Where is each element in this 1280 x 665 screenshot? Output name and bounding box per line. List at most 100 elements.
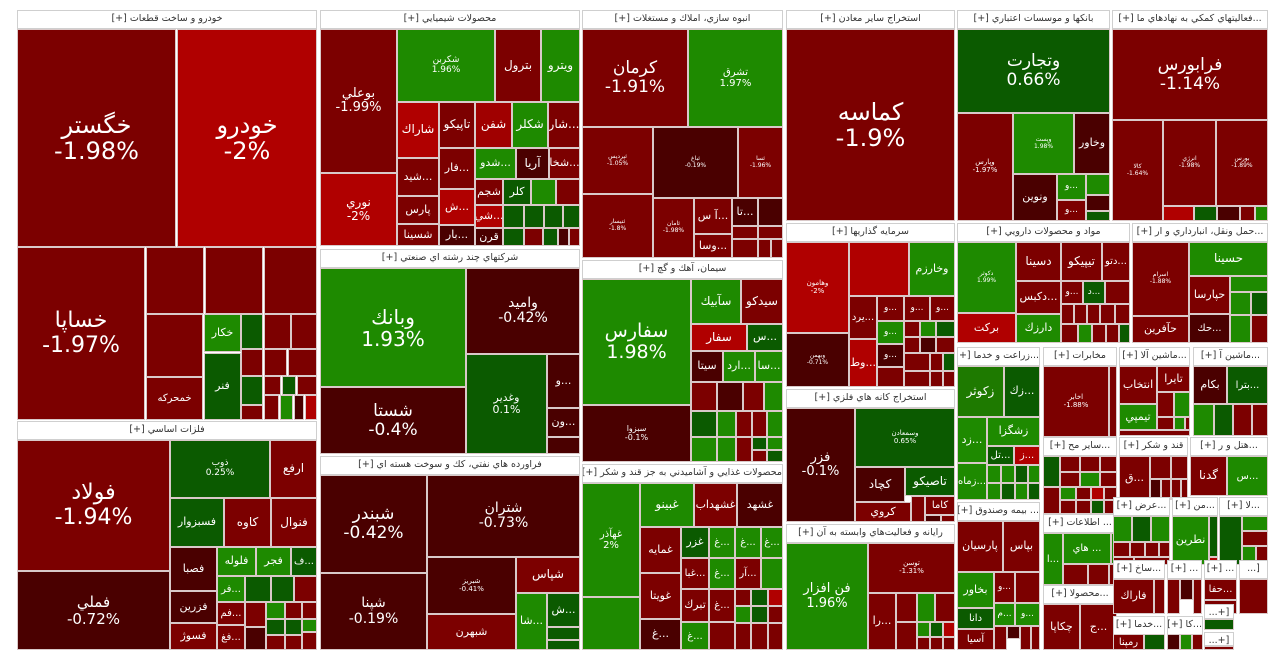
stock-tile[interactable]: خودرو -2%	[177, 29, 317, 247]
stock-tile[interactable]: غهآذر 2%	[582, 483, 640, 597]
stock-tile[interactable]: ...ش	[439, 189, 475, 225]
stock-tile[interactable]: ...ج	[1080, 604, 1117, 650]
stock-tile[interactable]	[531, 179, 556, 205]
stock-tile[interactable]	[758, 226, 783, 239]
stock-tile[interactable]	[917, 637, 930, 650]
stock-tile[interactable]	[1061, 324, 1078, 343]
stock-tile[interactable]: ...ون	[547, 408, 580, 437]
stock-tile[interactable]: ...و	[1057, 200, 1086, 221]
stock-tile[interactable]: شتران -0.73%	[427, 475, 580, 557]
stock-tile[interactable]	[1145, 542, 1159, 557]
stock-tile[interactable]	[1086, 174, 1110, 195]
stock-tile[interactable]: فنوال	[271, 498, 317, 547]
stock-tile[interactable]	[264, 376, 281, 395]
stock-tile[interactable]: ثنيسار -1.8%	[582, 194, 653, 258]
stock-tile[interactable]	[503, 205, 524, 228]
stock-tile[interactable]	[245, 576, 271, 602]
stock-tile[interactable]	[1251, 292, 1268, 315]
stock-tile[interactable]: وتجارت 0.66%	[957, 29, 1110, 113]
stock-tile[interactable]	[987, 465, 1001, 483]
stock-tile[interactable]: سيدكو	[741, 279, 783, 324]
stock-tile[interactable]	[1214, 404, 1233, 436]
stock-tile[interactable]	[752, 411, 767, 437]
stock-tile[interactable]: فسوژ	[170, 623, 217, 650]
stock-tile[interactable]: ...ف	[291, 547, 317, 576]
stock-tile[interactable]	[241, 349, 263, 376]
stock-tile[interactable]: ...و	[1015, 603, 1040, 626]
stock-tile[interactable]	[917, 593, 935, 622]
stock-tile[interactable]	[288, 349, 317, 376]
stock-tile[interactable]: ...و	[547, 354, 580, 408]
stock-tile[interactable]	[266, 619, 285, 635]
sector-header[interactable]: ...ماشين آ [+]	[1193, 347, 1268, 366]
sector-header[interactable]: استخراج ساير معادن [+]	[786, 10, 955, 29]
stock-tile[interactable]	[987, 483, 1001, 500]
stock-tile[interactable]: ...ا	[1043, 533, 1063, 585]
stock-tile[interactable]	[205, 247, 263, 314]
stock-tile[interactable]	[1185, 417, 1190, 430]
stock-tile[interactable]	[1028, 483, 1040, 500]
stock-tile[interactable]	[1105, 281, 1130, 304]
stock-tile[interactable]	[691, 411, 717, 437]
stock-tile[interactable]	[302, 619, 317, 632]
stock-tile[interactable]	[1163, 206, 1194, 221]
stock-tile[interactable]	[1204, 646, 1234, 650]
stock-tile[interactable]	[1230, 276, 1268, 292]
stock-tile[interactable]: ...ز	[1014, 446, 1040, 465]
stock-tile[interactable]: وپارس -1.97%	[957, 113, 1013, 221]
stock-tile[interactable]: ...دتو	[1102, 242, 1130, 281]
stock-tile[interactable]	[911, 496, 925, 522]
stock-tile[interactable]	[752, 437, 767, 450]
stock-tile[interactable]: ...م	[994, 603, 1015, 626]
stock-tile[interactable]	[1104, 487, 1117, 500]
stock-tile[interactable]	[1088, 564, 1109, 585]
stock-tile[interactable]: ...و	[904, 296, 930, 321]
stock-tile[interactable]	[920, 337, 936, 353]
stock-tile[interactable]: ...د	[1083, 281, 1105, 304]
stock-tile[interactable]: كچاد	[855, 467, 905, 502]
stock-tile[interactable]	[935, 593, 955, 622]
stock-tile[interactable]: ارفع	[270, 440, 317, 498]
stock-tile[interactable]	[717, 382, 743, 411]
stock-tile[interactable]	[266, 635, 285, 650]
stock-tile[interactable]	[264, 349, 287, 376]
stock-tile[interactable]	[904, 337, 920, 353]
stock-tile[interactable]	[1119, 430, 1190, 436]
stock-tile[interactable]: ...زد	[957, 417, 987, 463]
sector-header[interactable]: ...فعاليتهاي كمكي به نهادهاي ما [+]	[1112, 10, 1268, 29]
stock-tile[interactable]: ...س	[747, 324, 783, 351]
stock-tile[interactable]	[1015, 483, 1028, 500]
stock-tile[interactable]	[743, 382, 764, 411]
stock-tile[interactable]	[758, 198, 783, 226]
stock-tile[interactable]	[1174, 417, 1185, 430]
stock-tile[interactable]: وبانك 1.93%	[320, 268, 466, 387]
stock-tile[interactable]	[930, 637, 943, 650]
stock-tile[interactable]	[1080, 456, 1100, 472]
sector-header[interactable]: [+...	[1204, 604, 1234, 619]
stock-tile[interactable]: ...شيد	[397, 158, 439, 196]
stock-tile[interactable]: شكربن 1.96%	[397, 29, 495, 102]
stock-tile[interactable]	[291, 314, 317, 349]
stock-tile[interactable]	[768, 623, 783, 650]
stock-tile[interactable]	[547, 437, 580, 454]
sector-header[interactable]: فلزات اساسي [+]	[17, 421, 317, 440]
stock-tile[interactable]: ...دكبس	[1016, 281, 1061, 314]
stock-tile[interactable]: ...بار	[439, 225, 475, 246]
stock-tile[interactable]	[1063, 564, 1088, 585]
stock-tile[interactable]	[1060, 487, 1076, 500]
stock-tile[interactable]: ...آر	[735, 558, 761, 589]
stock-tile[interactable]: كاوه	[224, 498, 271, 547]
stock-tile[interactable]	[146, 247, 204, 314]
stock-tile[interactable]: ...شي	[475, 205, 503, 228]
stock-tile[interactable]	[771, 239, 783, 258]
sector-header[interactable]: ...هتل و ر [+]	[1190, 437, 1268, 456]
stock-tile[interactable]	[751, 623, 768, 650]
stock-tile[interactable]: وسمعادن 0.65%	[855, 408, 955, 467]
stock-tile[interactable]: بپاس	[1003, 521, 1040, 572]
stock-tile[interactable]: نطرين	[1172, 516, 1209, 565]
stock-tile[interactable]: ...ش	[547, 593, 580, 627]
stock-tile[interactable]	[1001, 465, 1015, 483]
stock-tile[interactable]: فزرين	[170, 591, 217, 623]
stock-tile[interactable]	[758, 239, 771, 258]
stock-tile[interactable]	[1076, 487, 1091, 500]
